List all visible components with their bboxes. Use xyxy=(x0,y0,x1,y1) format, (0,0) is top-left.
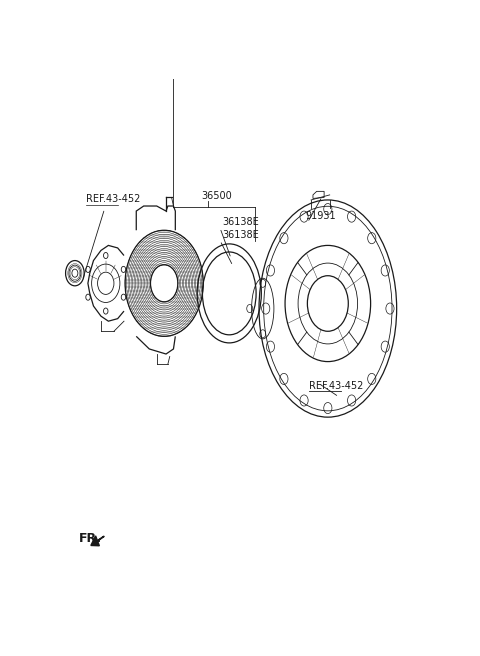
Text: 36138E: 36138E xyxy=(222,230,259,240)
Text: REF.43-452: REF.43-452 xyxy=(86,194,141,205)
Text: FR.: FR. xyxy=(79,533,102,545)
Text: 36138E: 36138E xyxy=(222,217,259,227)
Text: 91931: 91931 xyxy=(305,211,336,220)
Text: REF.43-452: REF.43-452 xyxy=(309,381,364,392)
FancyArrow shape xyxy=(91,536,104,546)
Text: 36500: 36500 xyxy=(202,191,232,201)
